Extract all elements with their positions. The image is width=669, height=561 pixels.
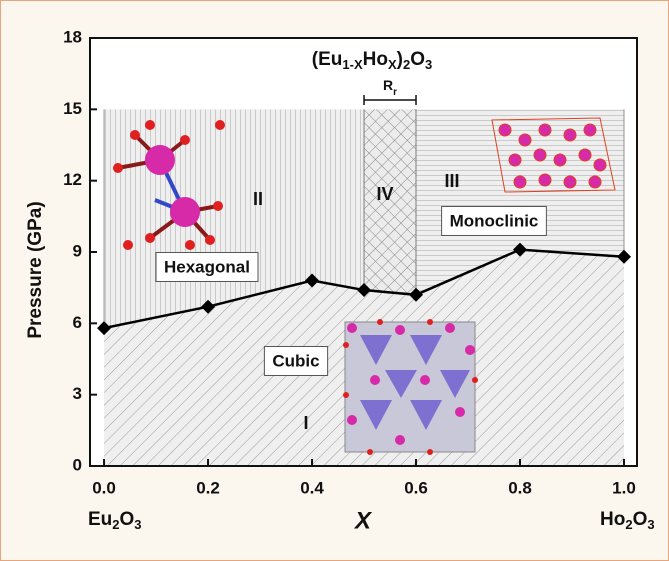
x-tick-label: 0.2 <box>196 478 220 497</box>
x-end-label-part: O <box>633 509 648 530</box>
y-tick-label: 3 <box>73 384 82 403</box>
phase-label: Cubic <box>272 351 319 370</box>
y-tick-label: 9 <box>73 241 82 260</box>
chart-title: (Eu1-XHoX)2O3 <box>312 49 432 72</box>
y-tick-label: 12 <box>63 170 82 189</box>
region-label: IV <box>376 184 393 204</box>
chart-title-part: 1-X <box>342 57 363 72</box>
y-axis-label: Pressure (GPa) <box>25 201 46 338</box>
y-tick-label: 15 <box>63 99 82 118</box>
chart-title-part: (Eu <box>312 49 343 70</box>
phase-label: Monoclinic <box>450 211 539 230</box>
x-end-label-part: 2 <box>112 517 119 532</box>
x-tick-label: 0.8 <box>508 478 532 497</box>
chart: Pressure (GPa) X I Cubic II Hexagonal III Mon… <box>0 0 669 561</box>
region-label: I <box>303 413 308 433</box>
x-tick-label: 0.0 <box>92 478 116 497</box>
annotation-label-part: r <box>393 87 397 98</box>
x-end-label: Ho2O3 <box>600 509 655 532</box>
x-end-label-part: Ho <box>600 509 625 530</box>
chart-title-part: 3 <box>425 57 432 72</box>
region-label: II <box>253 189 263 209</box>
x-tick-label: 1.0 <box>612 478 636 497</box>
x-end-label-part: Eu <box>88 509 112 530</box>
region-label: III <box>444 171 459 191</box>
chart-title-part: Ho <box>363 49 388 70</box>
cubic-crystal <box>343 319 478 455</box>
annotation-label-part: R <box>383 77 393 93</box>
x-tick-label: 0.6 <box>404 478 428 497</box>
y-tick-label: 18 <box>63 27 82 46</box>
y-tick-label: 6 <box>73 313 82 332</box>
x-end-label-part: 3 <box>647 517 654 532</box>
x-end-label-part: O <box>120 509 135 530</box>
y-tick-label: 0 <box>73 455 82 474</box>
x-end-label: Eu2O3 <box>88 509 142 532</box>
chart-title-part: X <box>388 57 397 72</box>
x-tick-label: 0.4 <box>300 478 324 497</box>
x-end-label-part: 3 <box>134 517 141 532</box>
x-axis-label: X <box>353 507 373 534</box>
page: Pressure (GPa) X I Cubic II Hexagonal III Mon… <box>0 0 669 561</box>
phase-label: Hexagonal <box>164 257 250 276</box>
chart-title-part: O <box>410 49 425 70</box>
chart-title-part: 2 <box>403 57 410 72</box>
x-end-label-part: 2 <box>625 517 632 532</box>
